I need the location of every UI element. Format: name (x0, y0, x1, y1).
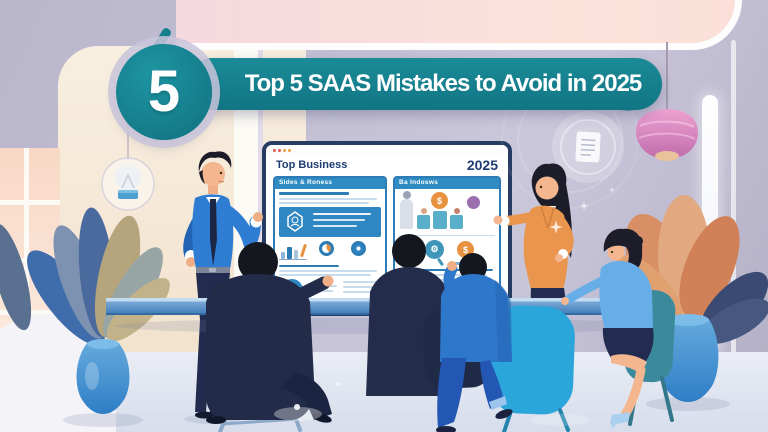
screen-header: Top Business 2025 (266, 156, 508, 173)
bar (294, 250, 298, 259)
card-left-body (275, 189, 385, 302)
figure-block (417, 215, 430, 229)
text-line (279, 192, 349, 195)
badge-number: 5 (147, 59, 181, 124)
seated-man-blue (436, 253, 513, 432)
card-right-header: Ba Indosws (395, 178, 499, 189)
document-circle-icon (552, 111, 624, 183)
seated-woman (561, 228, 654, 429)
magnifier-chart-icon (351, 241, 366, 256)
figure-head (454, 208, 460, 214)
figure-tall (400, 199, 413, 229)
number-badge: 5 (116, 44, 212, 140)
text-line (399, 274, 487, 276)
screen-title: Top Business (276, 159, 348, 171)
window-dot (283, 149, 286, 152)
bar (281, 252, 285, 259)
text-line (279, 274, 371, 276)
card-left-header: Sides & Roness (275, 178, 385, 189)
window-dot (278, 149, 281, 152)
figure-block (433, 211, 447, 229)
left-plant (0, 207, 170, 427)
purple-dot-icon (467, 196, 480, 209)
banner-title: Top 5 SAAS Mistakes to Avoid in 2025 (244, 70, 643, 97)
hexagon-badge-icon (287, 211, 303, 232)
screen-topbar (266, 145, 508, 156)
ceiling-band (176, 0, 742, 50)
dollar-coin-icon: $ (431, 192, 448, 209)
window-dot (273, 149, 276, 152)
window-dot (288, 149, 291, 152)
feature-panel (279, 207, 381, 237)
magnifier-gear-icon: ⚙ (425, 240, 444, 259)
figure-block (450, 215, 463, 229)
wall-edge-highlight (731, 40, 736, 358)
text-line (279, 198, 377, 200)
figure-head (403, 191, 411, 199)
figure-head (421, 208, 427, 214)
seated-man-suit-1 (205, 242, 334, 424)
sparkles (274, 187, 615, 426)
text-line (279, 265, 339, 267)
title-banner: Top 5 SAAS Mistakes to Avoid in 2025 (186, 58, 662, 110)
text-line (279, 202, 369, 204)
text-line (279, 270, 377, 272)
screen-year: 2025 (466, 157, 498, 173)
bar (287, 247, 292, 259)
magnifier-chart-icon (319, 241, 334, 256)
light-bulb-pendant-icon (101, 58, 155, 211)
